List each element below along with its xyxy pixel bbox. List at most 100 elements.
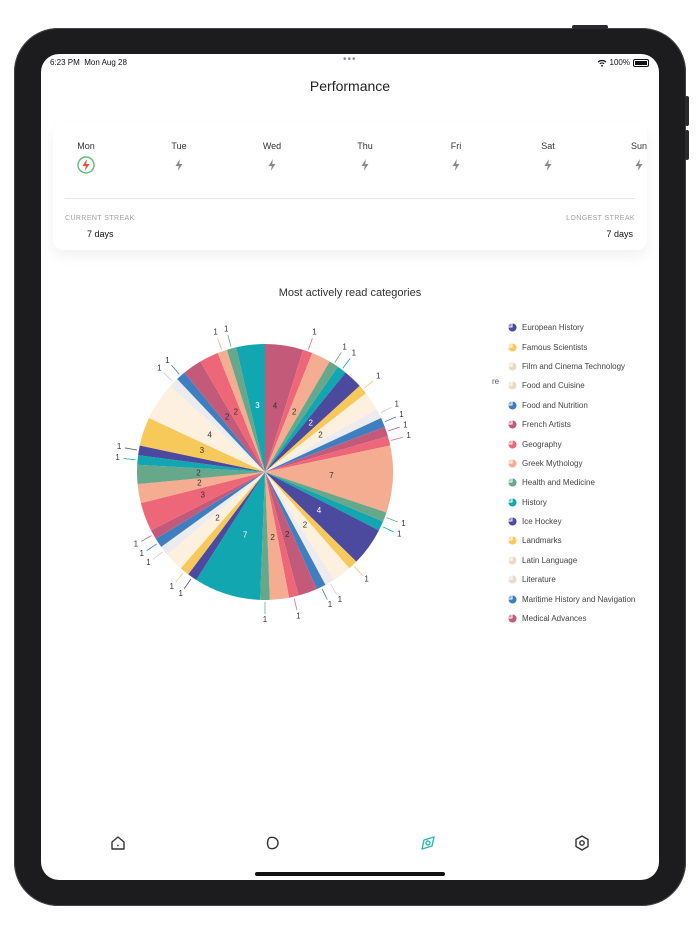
pie-slice bbox=[265, 472, 334, 585]
pie-slice bbox=[265, 361, 338, 472]
pie-slice bbox=[265, 349, 313, 472]
pie-slice bbox=[265, 366, 346, 472]
day-label: Mon bbox=[77, 141, 95, 151]
legend-item: History bbox=[508, 493, 635, 512]
pie-swatch-icon bbox=[508, 323, 517, 332]
legend-label: Landmarks bbox=[522, 536, 562, 546]
slice-leader-line bbox=[388, 426, 400, 432]
slice-value-label: 1 bbox=[403, 420, 408, 429]
pie-slice bbox=[137, 472, 265, 504]
home-indicator[interactable] bbox=[255, 872, 445, 876]
legend-item: Ice Hockey bbox=[508, 512, 635, 531]
longest-streak-label: LONGEST STREAK bbox=[566, 215, 635, 222]
pie-swatch-icon bbox=[508, 575, 517, 584]
pie-swatch-icon bbox=[508, 401, 517, 410]
slice-value-label: 7 bbox=[243, 531, 248, 540]
gear-icon[interactable] bbox=[572, 833, 592, 853]
pie-slice bbox=[265, 409, 382, 472]
legend-item: European History bbox=[508, 318, 635, 337]
slice-value-label: 1 bbox=[352, 349, 357, 358]
multitask-dots[interactable]: ••• bbox=[343, 54, 357, 65]
pie-swatch-icon bbox=[508, 362, 517, 371]
slice-value-label: 1 bbox=[312, 328, 317, 337]
slice-value-label: 1 bbox=[224, 324, 229, 333]
status-time: 6:23 PM Mon Aug 28 bbox=[50, 58, 127, 67]
battery-icon bbox=[633, 58, 649, 67]
slice-value-label: 1 bbox=[406, 431, 411, 440]
pie-slice bbox=[265, 472, 299, 598]
day-label: Thu bbox=[357, 141, 373, 151]
slice-value-label: 1 bbox=[170, 582, 175, 591]
slice-leader-line bbox=[140, 535, 152, 542]
slice-leader-line bbox=[217, 338, 222, 350]
pie-slice bbox=[265, 426, 388, 472]
books-icon[interactable] bbox=[263, 833, 283, 853]
slice-value-label: 1 bbox=[117, 442, 122, 451]
pie-slice bbox=[188, 472, 265, 580]
slice-value-label: 1 bbox=[399, 410, 404, 419]
slice-leader-line bbox=[175, 572, 184, 583]
current-streak-label: CURRENT STREAK bbox=[65, 215, 135, 222]
slice-value-label: 2 bbox=[215, 514, 220, 523]
pie-slice bbox=[177, 372, 265, 472]
pie-swatch-icon bbox=[508, 556, 517, 565]
legend-label: European History bbox=[522, 323, 584, 333]
pie-swatch-icon bbox=[508, 381, 517, 390]
slice-value-label: 2 bbox=[292, 407, 297, 416]
pie-swatch-icon bbox=[508, 536, 517, 546]
legend-item: Landmarks bbox=[508, 531, 635, 550]
slice-value-label: 1 bbox=[140, 549, 145, 558]
slice-value-label: 4 bbox=[317, 506, 322, 515]
day-thu: Thu bbox=[345, 141, 385, 174]
slice-value-label: 2 bbox=[234, 407, 239, 416]
compass-icon[interactable] bbox=[418, 833, 438, 853]
pie-slice bbox=[265, 393, 377, 472]
slice-leader-line bbox=[123, 458, 136, 461]
slice-value-label: 2 bbox=[225, 412, 230, 421]
slice-value-label: 1 bbox=[401, 519, 406, 528]
legend-item: Geography bbox=[508, 434, 635, 453]
slice-value-label: 2 bbox=[197, 478, 202, 487]
legend-label: Famous Scientists bbox=[522, 342, 588, 352]
pie-swatch-icon bbox=[508, 439, 517, 449]
day-sat: Sat bbox=[528, 141, 568, 174]
pie-slice bbox=[265, 418, 385, 472]
legend-item: Famous Scientists bbox=[508, 337, 635, 356]
lightning-icon bbox=[175, 159, 183, 171]
day-label: Sun bbox=[630, 141, 647, 151]
pie-slice bbox=[137, 464, 265, 485]
pie-swatch-icon bbox=[508, 595, 517, 604]
slice-value-label: 3 bbox=[255, 401, 260, 410]
pie-slice bbox=[236, 344, 265, 472]
pie-slice bbox=[265, 472, 350, 580]
day-label: Tue bbox=[171, 141, 187, 151]
pie-swatch-icon bbox=[508, 498, 517, 507]
battery-percent: 100% bbox=[609, 58, 630, 67]
slice-value-label: 2 bbox=[303, 520, 308, 529]
slice-leader-line bbox=[146, 543, 157, 551]
slice-leader-line bbox=[171, 364, 180, 375]
pie-slice bbox=[265, 472, 387, 522]
status-right: 100% bbox=[597, 58, 649, 67]
slice-leader-line bbox=[183, 578, 192, 589]
pie-slice bbox=[170, 378, 265, 472]
lightning-icon bbox=[77, 156, 95, 174]
day-mon: Mon bbox=[66, 141, 106, 174]
slice-leader-line bbox=[380, 406, 392, 414]
pie-slice bbox=[200, 353, 265, 472]
slice-value-label: 1 bbox=[342, 342, 347, 351]
pie-slice bbox=[265, 353, 330, 472]
legend-label: Food and Nutrition bbox=[522, 400, 588, 410]
day-label: Sat bbox=[541, 141, 555, 151]
lightning-icon bbox=[361, 159, 369, 171]
pie-slice bbox=[265, 472, 317, 596]
slice-value-label: 1 bbox=[338, 595, 343, 604]
lightning-icon bbox=[544, 159, 552, 171]
legend-item: Film and Cinema Technology bbox=[508, 357, 635, 376]
tab-bar bbox=[41, 830, 659, 860]
pie-swatch-icon bbox=[508, 478, 517, 487]
pie-slice bbox=[138, 445, 265, 472]
home-icon[interactable] bbox=[108, 833, 128, 853]
card-divider bbox=[65, 198, 635, 199]
legend-item: Medical Advances bbox=[508, 609, 635, 628]
